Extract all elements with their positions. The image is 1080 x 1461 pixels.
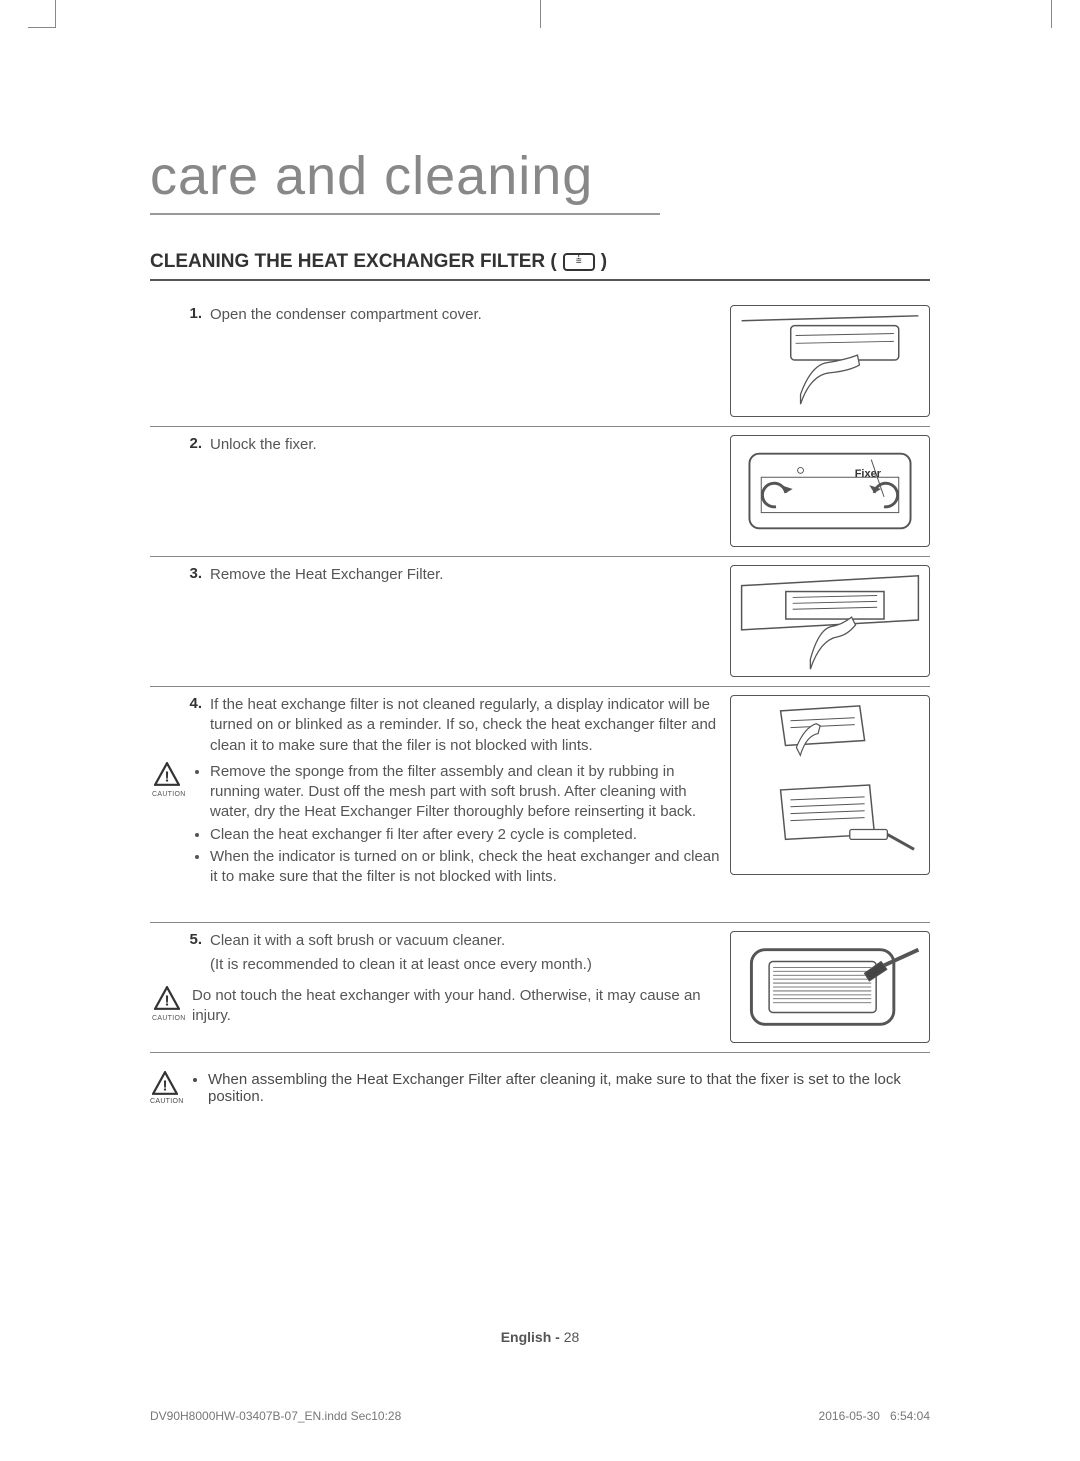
step-1-text: Open the condenser compartment cover. (210, 305, 720, 325)
footer-center: English - 28 (501, 1329, 580, 1345)
step-2: 2. Unlock the fixer. Fixer (150, 427, 930, 557)
step-4-intro: If the heat exchange filter is not clean… (210, 695, 720, 756)
step-5-line1: Clean it with a soft brush or vacuum cle… (210, 931, 720, 951)
step-3-figure (730, 565, 930, 677)
step-4-bullets: Remove the sponge from the filter assemb… (192, 762, 720, 890)
fixer-label: Fixer (855, 468, 881, 480)
step-3: 3. Remove the Heat Exchanger Filter. (150, 557, 930, 687)
step-5-line2: (It is recommended to clean it at least … (210, 955, 720, 975)
footer-lang: English - (501, 1329, 564, 1345)
footer-time: 6:54:04 (890, 1409, 930, 1423)
footer-date: 2016-05-30 (819, 1409, 880, 1423)
caution-icon: ! CAUTION (152, 986, 182, 1027)
step-1-figure (730, 305, 930, 417)
svg-text:!: ! (164, 768, 169, 785)
svg-text:!: ! (162, 1078, 167, 1095)
caution-icon: ! CAUTION (152, 762, 182, 890)
filter-icon (563, 253, 595, 271)
step-4-figure (730, 695, 930, 875)
caution-label: CAUTION (150, 1098, 180, 1105)
step-2-figure: Fixer (730, 435, 930, 547)
step-4: 4. If the heat exchange filter is not cl… (150, 687, 930, 923)
crop-mark-tl (28, 0, 56, 28)
step-5-caution-text: Do not touch the heat exchanger with you… (192, 986, 720, 1027)
step-3-number: 3. (150, 565, 210, 676)
caution-icon: ! CAUTION (150, 1071, 180, 1107)
step-3-text: Remove the Heat Exchanger Filter. (210, 565, 720, 585)
crop-mark-tc (540, 0, 541, 28)
step-2-number: 2. (150, 435, 210, 546)
crop-mark-tr (1051, 0, 1052, 28)
section-title-pre: CLEANING THE HEAT EXCHANGER FILTER ( (150, 251, 557, 273)
final-caution-text: When assembling the Heat Exchanger Filte… (208, 1071, 930, 1105)
section-title-post: ) (601, 251, 607, 273)
page-content: care and cleaning CLEANING THE HEAT EXCH… (150, 145, 930, 1107)
svg-text:!: ! (164, 992, 169, 1009)
step-4-bullet-c: When the indicator is turned on or blink… (210, 847, 720, 888)
footer-right: 2016-05-30 6:54:04 (819, 1409, 930, 1423)
caution-label: CAUTION (152, 1014, 182, 1023)
step-5-figure (730, 931, 930, 1043)
step-5: 5. Clean it with a soft brush or vacuum … (150, 923, 930, 1053)
step-1: 1. Open the condenser compartment cover. (150, 297, 930, 427)
final-caution: ! CAUTION When assembling the Heat Excha… (150, 1053, 930, 1107)
chapter-title: care and cleaning (150, 145, 660, 215)
footer-left: DV90H8000HW-03407B-07_EN.indd Sec10:28 (150, 1409, 401, 1423)
section-heading: CLEANING THE HEAT EXCHANGER FILTER ( ) (150, 251, 930, 281)
step-1-number: 1. (150, 305, 210, 416)
step-4-bullet-b: Clean the heat exchanger fi lter after e… (210, 825, 720, 845)
final-caution-bullets: When assembling the Heat Exchanger Filte… (190, 1071, 930, 1107)
step-2-text: Unlock the fixer. (210, 435, 720, 455)
step-4-bullet-a: Remove the sponge from the filter assemb… (210, 762, 720, 823)
footer-page: 28 (564, 1329, 580, 1345)
caution-label: CAUTION (152, 790, 182, 799)
